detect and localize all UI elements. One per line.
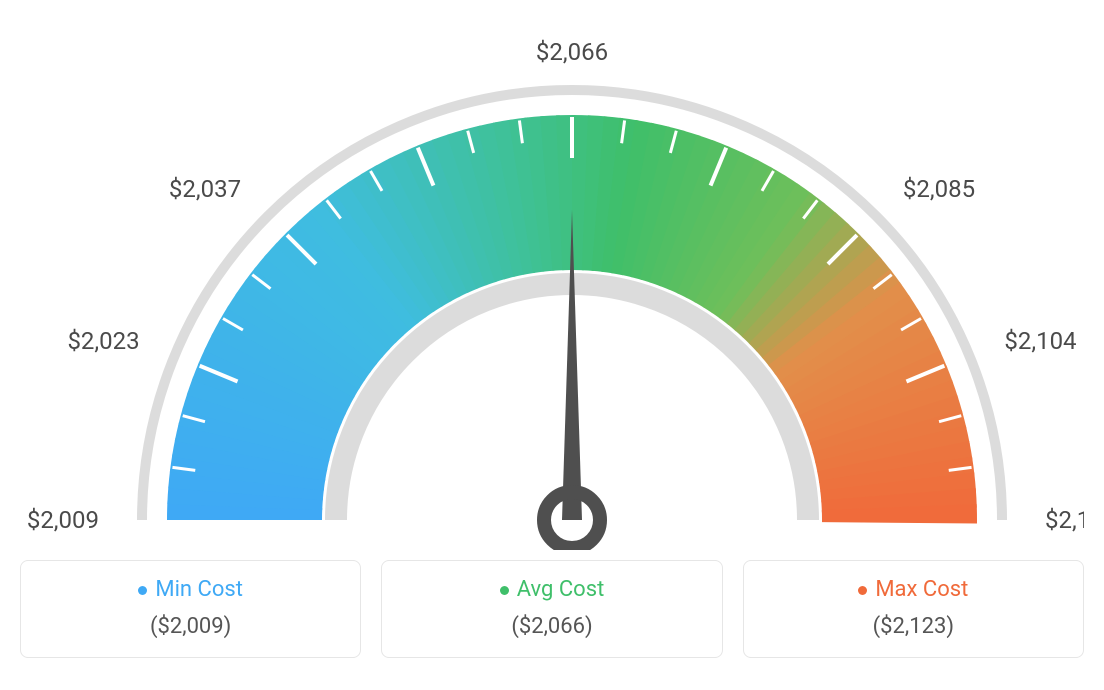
legend-dot-min <box>138 586 147 595</box>
gauge-scale-label: $2,104 <box>1004 327 1076 355</box>
gauge-scale-label: $2,123 <box>1045 506 1084 534</box>
legend-dot-max <box>858 586 867 595</box>
legend-value-max: ($2,123) <box>744 614 1083 639</box>
legend-card-min: Min Cost ($2,009) <box>20 560 361 658</box>
chart-container: $2,009 $2,023 $2,037 $2,066 $2,085 $2,104 $2,1… <box>20 20 1084 658</box>
gauge-scale-label: $2,066 <box>536 38 608 66</box>
gauge-svg: $2,009 $2,023 $2,037 $2,066 $2,085 $2,104 $2,1… <box>20 20 1084 550</box>
legend-card-max: Max Cost ($2,123) <box>743 560 1084 658</box>
legend-title-min: Min Cost <box>21 577 360 602</box>
gauge-scale-label: $2,023 <box>67 327 139 355</box>
gauge-chart: $2,009 $2,023 $2,037 $2,066 $2,085 $2,104 $2,1… <box>20 20 1084 550</box>
legend-card-avg: Avg Cost ($2,066) <box>381 560 722 658</box>
legend-label-avg: Avg Cost <box>517 577 605 602</box>
gauge-scale-label: $2,037 <box>169 175 241 203</box>
legend-label-min: Min Cost <box>155 577 243 602</box>
legend-dot-avg <box>500 586 509 595</box>
legend-title-max: Max Cost <box>744 577 1083 602</box>
gauge-scale-label: $2,009 <box>27 506 99 534</box>
legend-label-max: Max Cost <box>875 577 968 602</box>
legend-value-avg: ($2,066) <box>382 614 721 639</box>
gauge-scale-label: $2,085 <box>903 175 975 203</box>
legend-value-min: ($2,009) <box>21 614 360 639</box>
legend-row: Min Cost ($2,009) Avg Cost ($2,066) Max … <box>20 560 1084 658</box>
legend-title-avg: Avg Cost <box>382 577 721 602</box>
